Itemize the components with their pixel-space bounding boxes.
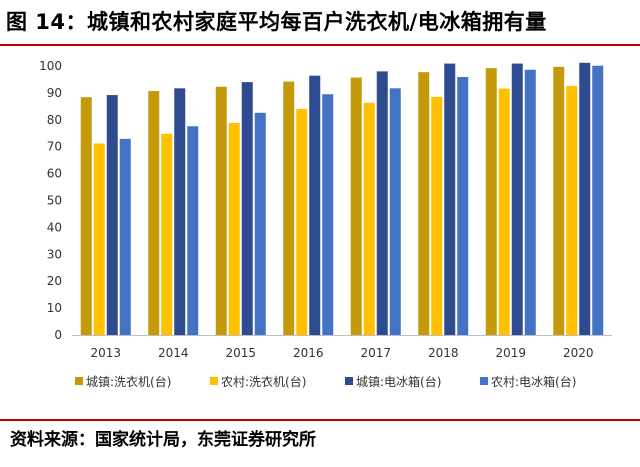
bar: [511, 63, 523, 335]
bar: [444, 63, 456, 335]
bar: [524, 69, 536, 336]
x-tick-label: 2020: [563, 346, 594, 360]
bar: [389, 88, 401, 336]
legend-swatch: [75, 377, 83, 385]
y-tick-label: 90: [47, 86, 62, 100]
y-tick-label: 0: [54, 328, 62, 342]
legend-label: 城镇:洗衣机(台): [86, 374, 171, 389]
legend-swatch: [210, 377, 218, 385]
source-note: 资料来源：国家统计局，东莞证券研究所: [10, 430, 316, 450]
legend-swatch: [345, 377, 353, 385]
bar: [309, 75, 321, 336]
y-tick-label: 10: [47, 301, 62, 315]
bar: [431, 96, 443, 335]
x-tick-label: 2018: [428, 346, 459, 360]
bar: [363, 102, 375, 335]
x-tick-label: 2016: [293, 346, 324, 360]
bar: [283, 81, 295, 336]
legend-label: 城镇:电冰箱(台): [356, 374, 441, 389]
bar: [254, 112, 266, 335]
legend-label: 农村:电冰箱(台): [491, 374, 576, 389]
y-tick-label: 70: [47, 140, 62, 154]
bar: [566, 85, 578, 335]
bar: [457, 77, 469, 336]
bar: [148, 91, 160, 335]
bar: [350, 77, 362, 335]
bar: [106, 95, 118, 335]
bar: [228, 123, 240, 335]
y-tick-label: 100: [39, 59, 62, 73]
y-tick-label: 50: [47, 194, 62, 208]
x-tick-label: 2013: [90, 346, 121, 360]
bar: [498, 88, 510, 335]
y-tick-label: 20: [47, 274, 62, 288]
bar: [296, 109, 308, 335]
bar: [485, 68, 497, 335]
x-tick-label: 2015: [225, 346, 256, 360]
bar: [187, 126, 199, 335]
y-tick-label: 30: [47, 247, 62, 261]
figure-title: 图 14：城镇和农村家庭平均每百户洗衣机/电冰箱拥有量: [6, 10, 547, 34]
legend-swatch: [480, 377, 488, 385]
bar: [174, 88, 186, 336]
bar: [241, 82, 253, 335]
y-tick-label: 80: [47, 113, 62, 127]
x-tick-label: 2019: [495, 346, 526, 360]
bar: [80, 97, 92, 335]
bar: [418, 72, 430, 335]
bar: [579, 62, 591, 335]
y-tick-label: 60: [47, 167, 62, 181]
bar: [119, 138, 131, 335]
y-tick-label: 40: [47, 220, 62, 234]
bar: [553, 66, 565, 335]
bar: [322, 94, 334, 336]
legend-label: 农村:洗衣机(台): [221, 374, 306, 389]
x-tick-label: 2017: [360, 346, 391, 360]
bar: [93, 143, 105, 335]
bar: [592, 65, 604, 335]
bar: [161, 133, 173, 335]
title-divider: [0, 44, 640, 46]
bar: [376, 71, 388, 335]
bar: [215, 86, 227, 335]
x-tick-label: 2014: [158, 346, 189, 360]
source-divider: [0, 419, 640, 421]
